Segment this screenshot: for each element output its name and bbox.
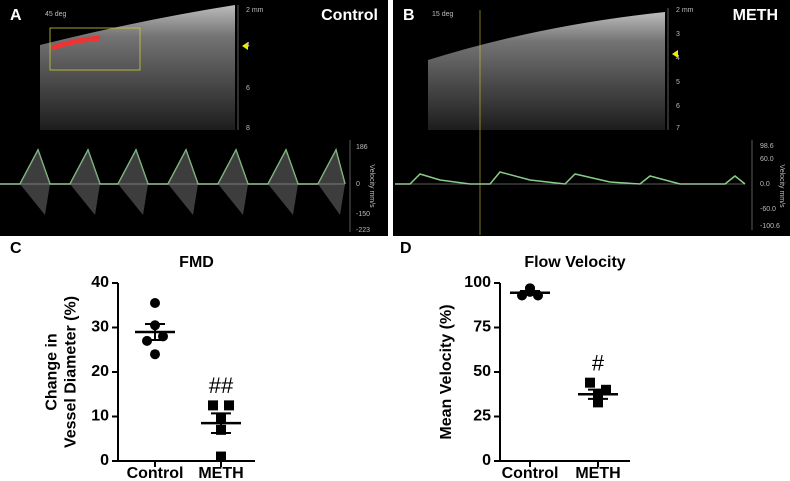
depth-label: 2 mm (246, 7, 264, 14)
depth-label: 4 (676, 55, 680, 62)
depth-label: 2 mm (676, 7, 694, 14)
data-point (150, 349, 160, 360)
tissue-b (428, 12, 665, 130)
chart-title: Flow Velocity (524, 254, 625, 271)
panel-letter: C (10, 240, 22, 257)
panel-label: Control (321, 7, 378, 24)
x-tick-label: METH (198, 465, 243, 481)
y-tick-label: 0 (100, 452, 109, 469)
tissue-a (40, 5, 235, 130)
error-bar (145, 322, 165, 341)
data-point (216, 451, 226, 462)
significance: # (592, 350, 605, 375)
velocity-label: -100.6 (760, 223, 780, 230)
data-point (150, 298, 160, 309)
significance: ## (209, 373, 234, 398)
doppler-box (49, 27, 141, 71)
y-axis-label: Change in (44, 333, 61, 410)
depth-label: 3 (676, 31, 680, 38)
y-tick-label: 40 (91, 274, 109, 291)
data-point (585, 377, 595, 388)
velocity-label: 98.6 (760, 143, 774, 150)
panel-letter: B (403, 7, 415, 24)
data-point (224, 400, 234, 411)
y-tick-label: 30 (91, 319, 109, 336)
depth-label: 4 (246, 42, 250, 49)
depth-label: 7 (676, 125, 680, 132)
depth-label: 5 (676, 79, 680, 86)
angle: 45 deg (45, 11, 67, 18)
velocity-label: -60.0 (760, 206, 776, 213)
depth-label: 8 (246, 125, 250, 132)
velocity-label: 60.0 (760, 156, 774, 163)
velocity-label: 186 (356, 144, 368, 151)
y-tick-label: 100 (464, 274, 491, 291)
x-tick-label: Control (502, 465, 559, 481)
y-tick-label: 20 (91, 363, 109, 380)
spectrum (20, 150, 345, 215)
velocity-label: -223 (356, 227, 370, 234)
y-tick-label: 10 (91, 408, 109, 425)
error-bar (588, 388, 608, 400)
x-tick-label: METH (575, 465, 620, 481)
y-tick-label: 75 (473, 319, 491, 336)
error-bar (211, 412, 231, 434)
panel-label: METH (733, 7, 778, 24)
x-tick-label: Control (127, 465, 184, 481)
depth-label: 6 (246, 85, 250, 92)
panel-letter: D (400, 240, 412, 257)
y-axis-label: Mean Velocity (%) (438, 304, 455, 439)
data-point (158, 331, 168, 342)
marker (242, 42, 248, 50)
flow-color (51, 35, 101, 51)
data-point (593, 397, 603, 408)
velocity-label: 0.0 (760, 181, 770, 188)
y-tick-label: 25 (473, 408, 491, 425)
velocity-label: -150 (356, 211, 370, 218)
angle: 15 deg (432, 11, 454, 18)
data-point (208, 400, 218, 411)
velocity-axis: Velocity mm/s (778, 164, 785, 208)
depth-label: 6 (676, 103, 680, 110)
marker (672, 50, 678, 58)
y-tick-label: 50 (473, 363, 491, 380)
y-tick-label: 0 (482, 452, 491, 469)
error-bar (520, 290, 540, 296)
panel-letter: A (10, 7, 22, 24)
velocity-label: 0 (356, 181, 360, 188)
velocity-axis: Velocity mm/s (368, 164, 375, 208)
chart-title: FMD (179, 254, 214, 271)
y-axis-label: Vessel Diameter (%) (63, 296, 80, 448)
